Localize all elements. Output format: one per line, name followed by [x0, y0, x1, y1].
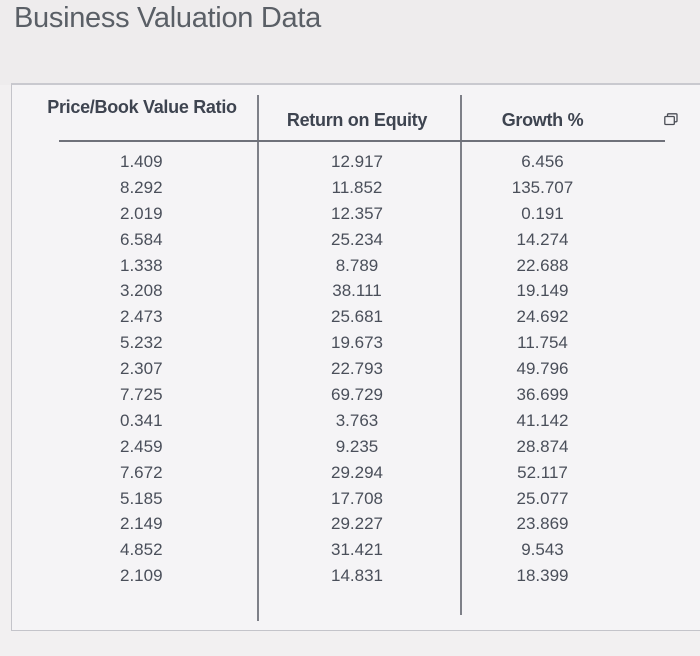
column-return-on-equity: 12.917 11.852 12.357 25.234 8.789 38.111 25.68… [257, 149, 457, 589]
table-cell: 22.688 [516, 255, 569, 275]
column-divider [460, 95, 462, 615]
column-price-book-ratio: 1.409 8.292 2.019 6.584 1.338 3.208 2.473 5.232… [120, 149, 163, 589]
table-cell: 31.421 [331, 540, 383, 560]
data-table: Price/Book Value Ratio Return on Equity … [11, 83, 700, 631]
table-cell: 2.307 [120, 359, 163, 379]
table-cell: 29.227 [331, 514, 383, 534]
table-cell: 5.232 [120, 333, 163, 353]
table-cell: 11.852 [331, 177, 383, 197]
table-cell: 25.681 [331, 307, 383, 327]
table-cell: 23.869 [516, 514, 569, 534]
copy-icon[interactable] [664, 113, 678, 126]
column-divider [257, 95, 259, 621]
table-cell: 2.109 [120, 566, 163, 586]
header-growth: Growth % [501, 110, 584, 130]
table-cell: 9.235 [335, 436, 379, 456]
table-cell: 1.409 [120, 152, 163, 171]
page-title: Business Valuation Data [14, 2, 321, 34]
table-cell: 41.142 [516, 410, 569, 430]
header-return-on-equity: Return on Equity [286, 110, 428, 130]
table-cell: 14.274 [516, 229, 569, 249]
table-cell: 12.917 [331, 152, 383, 171]
table-cell: 2.149 [120, 514, 163, 534]
table-cell: 8.292 [120, 177, 163, 197]
table-cell: 1.338 [120, 255, 163, 275]
table-cell: 24.692 [516, 307, 569, 327]
table-cell: 2.019 [120, 203, 163, 223]
table-cell: 135.707 [511, 177, 574, 197]
table-cell: 5.185 [120, 488, 163, 508]
table-cell: 8.789 [335, 255, 379, 275]
table-cell: 17.708 [331, 488, 383, 508]
table-cell: 7.725 [120, 385, 163, 405]
table-cell: 69.729 [331, 385, 383, 405]
table-cell: 25.234 [331, 229, 383, 249]
table-cell: 6.584 [120, 229, 163, 249]
table-cell: 22.793 [331, 359, 383, 379]
table-cell: 3.208 [120, 281, 163, 301]
table-cell: 18.399 [516, 566, 569, 586]
table-cell: 2.459 [120, 436, 163, 456]
table-cell: 3.763 [335, 410, 379, 430]
table-cell: 14.831 [331, 566, 383, 586]
table-cell: 6.456 [521, 152, 564, 171]
table-cell: 25.077 [516, 488, 569, 508]
table-cell: 52.117 [517, 462, 568, 482]
table-cell: 28.874 [516, 436, 569, 456]
header-price-book-ratio: Price/Book Value Ratio [47, 97, 237, 117]
table-cell: 0.191 [521, 203, 564, 223]
table-cell: 29.294 [331, 462, 383, 482]
table-cell: 9.543 [521, 540, 564, 560]
table-cell: 38.111 [332, 281, 382, 301]
table-cell: 12.357 [331, 203, 383, 223]
table-cell: 19.149 [516, 281, 569, 301]
table-cell: 36.699 [516, 385, 569, 405]
table-cell: 0.341 [120, 410, 163, 430]
table-cell: 19.673 [331, 333, 383, 353]
header-band [0, 0, 700, 85]
header-divider [59, 140, 665, 142]
table-cell: 2.473 [120, 307, 163, 327]
table-cell: 11.754 [517, 333, 568, 353]
table-cell: 4.852 [120, 540, 163, 560]
table-cell: 7.672 [120, 462, 163, 482]
table-cell: 49.796 [516, 359, 569, 379]
column-growth: 6.456 135.707 0.191 14.274 22.688 19.149 24.69… [460, 149, 625, 589]
